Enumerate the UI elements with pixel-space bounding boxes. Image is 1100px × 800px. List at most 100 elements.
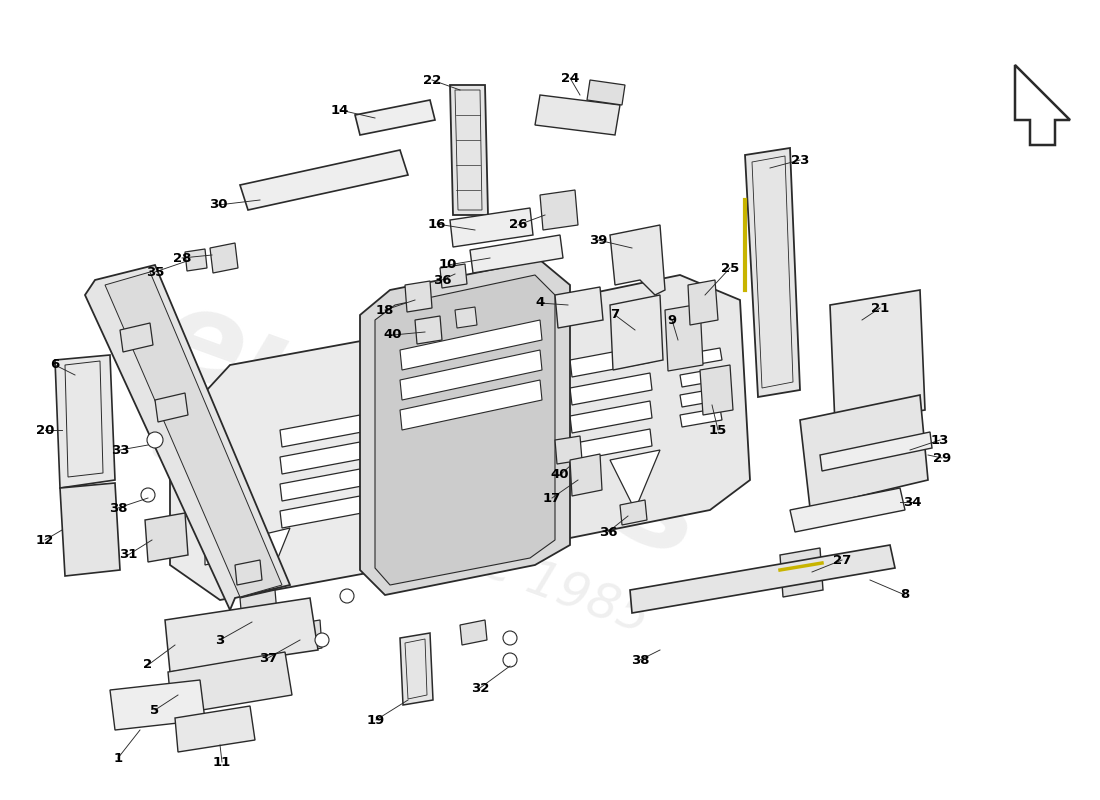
Polygon shape	[630, 545, 895, 613]
Polygon shape	[680, 408, 722, 427]
Circle shape	[503, 631, 517, 645]
Polygon shape	[205, 505, 245, 535]
Text: 34: 34	[903, 495, 922, 509]
Text: europes: europes	[142, 276, 718, 584]
Polygon shape	[610, 225, 665, 295]
Polygon shape	[455, 307, 477, 328]
Text: 13: 13	[931, 434, 949, 446]
Polygon shape	[680, 348, 722, 367]
Polygon shape	[280, 469, 362, 501]
Polygon shape	[290, 620, 322, 653]
Text: 16: 16	[428, 218, 447, 230]
Circle shape	[503, 653, 517, 667]
Polygon shape	[85, 265, 290, 610]
Polygon shape	[830, 290, 925, 425]
Polygon shape	[360, 260, 570, 595]
Polygon shape	[175, 706, 255, 752]
Text: 23: 23	[791, 154, 810, 166]
Polygon shape	[570, 345, 652, 377]
Polygon shape	[400, 633, 433, 705]
Polygon shape	[790, 488, 905, 532]
Text: 32: 32	[471, 682, 490, 694]
Text: 6: 6	[51, 358, 59, 371]
Text: 35: 35	[146, 266, 164, 278]
Text: 7: 7	[610, 309, 619, 322]
Text: 37: 37	[258, 651, 277, 665]
Polygon shape	[155, 393, 188, 422]
Polygon shape	[110, 680, 205, 730]
Text: 3: 3	[216, 634, 224, 646]
Text: 21: 21	[871, 302, 889, 314]
Polygon shape	[610, 295, 663, 370]
Polygon shape	[450, 85, 488, 215]
Polygon shape	[745, 148, 800, 397]
Polygon shape	[205, 535, 245, 565]
Polygon shape	[240, 150, 408, 210]
Polygon shape	[170, 310, 560, 600]
Text: 2: 2	[143, 658, 153, 671]
Polygon shape	[540, 190, 578, 230]
Polygon shape	[470, 235, 563, 273]
Polygon shape	[450, 208, 534, 247]
Polygon shape	[820, 432, 932, 471]
Text: 10: 10	[439, 258, 458, 271]
Text: 25: 25	[720, 262, 739, 274]
Polygon shape	[440, 264, 467, 288]
Polygon shape	[688, 280, 718, 325]
Text: 15: 15	[708, 423, 727, 437]
Polygon shape	[104, 272, 282, 597]
Polygon shape	[60, 483, 120, 576]
Text: 28: 28	[173, 251, 191, 265]
Text: 36: 36	[432, 274, 451, 286]
Polygon shape	[680, 368, 722, 387]
Text: 20: 20	[36, 423, 54, 437]
Polygon shape	[535, 275, 750, 540]
Polygon shape	[280, 496, 362, 528]
Text: 29: 29	[933, 451, 952, 465]
Polygon shape	[120, 323, 153, 352]
Polygon shape	[355, 100, 434, 135]
Text: 36: 36	[598, 526, 617, 538]
Text: 40: 40	[551, 469, 570, 482]
Circle shape	[141, 488, 155, 502]
Text: 9: 9	[668, 314, 676, 326]
Polygon shape	[556, 287, 603, 328]
Text: 38: 38	[109, 502, 128, 514]
Polygon shape	[800, 395, 928, 508]
Polygon shape	[570, 401, 652, 433]
Polygon shape	[780, 548, 823, 597]
Polygon shape	[280, 415, 362, 447]
Polygon shape	[185, 249, 207, 271]
Polygon shape	[535, 95, 620, 135]
Polygon shape	[400, 380, 542, 430]
Polygon shape	[587, 80, 625, 105]
Text: 22: 22	[422, 74, 441, 86]
Polygon shape	[168, 652, 292, 715]
Circle shape	[340, 589, 354, 603]
Polygon shape	[1015, 65, 1070, 145]
Text: 26: 26	[509, 218, 527, 231]
Polygon shape	[700, 365, 733, 415]
Polygon shape	[570, 429, 652, 461]
Text: 4: 4	[536, 297, 544, 310]
Text: 8: 8	[901, 589, 910, 602]
Text: 39: 39	[588, 234, 607, 246]
Polygon shape	[556, 436, 582, 464]
Polygon shape	[620, 500, 647, 525]
Text: 38: 38	[630, 654, 649, 666]
Text: 27: 27	[833, 554, 851, 566]
Circle shape	[147, 432, 163, 448]
Text: 17: 17	[543, 491, 561, 505]
Polygon shape	[240, 528, 290, 590]
Text: 12: 12	[36, 534, 54, 546]
Polygon shape	[400, 350, 542, 400]
Polygon shape	[205, 480, 245, 510]
Polygon shape	[680, 388, 722, 407]
Polygon shape	[570, 454, 602, 496]
Polygon shape	[280, 442, 362, 474]
Text: 31: 31	[119, 549, 138, 562]
Text: 19: 19	[367, 714, 385, 726]
Text: 33: 33	[111, 443, 130, 457]
Text: 18: 18	[376, 303, 394, 317]
Text: 24: 24	[561, 71, 580, 85]
